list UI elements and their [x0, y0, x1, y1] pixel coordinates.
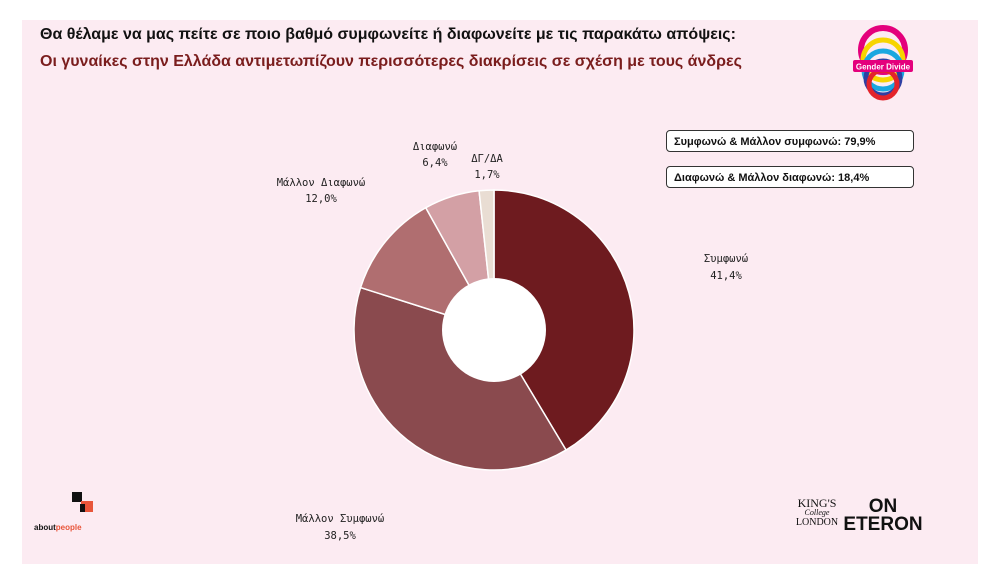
- value-disagree: 6,4%: [422, 157, 448, 169]
- kings-line3: LONDON: [795, 517, 839, 528]
- kings-college-logo: KING'S College LONDON: [793, 496, 841, 528]
- statement-subtitle: Οι γυναίκες στην Ελλάδα αντιμετωπίζουν π…: [40, 53, 742, 70]
- donut-slice-1: [353, 286, 568, 471]
- agree-summary-box: Συμφωνώ & Μάλλον συμφωνώ: 79,9%: [666, 130, 914, 152]
- logo-square-small: [80, 504, 85, 512]
- aboutpeople-logo-text: aboutpeople: [34, 523, 82, 532]
- eteron-logo: ON ETERON: [843, 496, 923, 535]
- question-title: Θα θέλαμε να μας πείτε σε ποιο βαθμό συμ…: [40, 26, 736, 43]
- label-disagree: Διαφωνώ: [413, 141, 457, 153]
- value-rather-disagree: 12,0%: [305, 193, 337, 205]
- label-rather-agree: Μάλλον Συμφωνώ: [296, 513, 385, 525]
- logo-banner: [853, 60, 913, 72]
- eteron-line2: ETERON: [843, 514, 923, 535]
- logo-square-orange: [81, 501, 93, 512]
- gender-divide-text: Gender Divide: [856, 63, 911, 72]
- eteron-line1: ON: [868, 496, 898, 517]
- logo-square-dark: [72, 492, 82, 502]
- gender-divide-logo: Gender Divide: [853, 25, 913, 101]
- aboutpeople-prefix: about: [34, 523, 56, 532]
- aboutpeople-logo-icon: [72, 492, 93, 512]
- aboutpeople-suffix: people: [55, 523, 82, 532]
- label-dk-na: ΔΓ/ΔΑ: [471, 153, 503, 165]
- label-rather-disagree: Μάλλον Διαφωνώ: [277, 177, 366, 189]
- donut-slice-0: [493, 189, 635, 452]
- value-rather-agree: 38,5%: [324, 530, 356, 542]
- kings-line2: College: [804, 508, 830, 517]
- label-agree: Συμφωνώ: [704, 253, 748, 265]
- donut-hole: [442, 278, 546, 382]
- disagree-summary-box: Διαφωνώ & Μάλλον διαφωνώ: 18,4%: [666, 166, 914, 188]
- value-agree: 41,4%: [710, 270, 742, 282]
- kings-line1: KING'S: [797, 496, 837, 510]
- value-dk-na: 1,7%: [474, 169, 500, 181]
